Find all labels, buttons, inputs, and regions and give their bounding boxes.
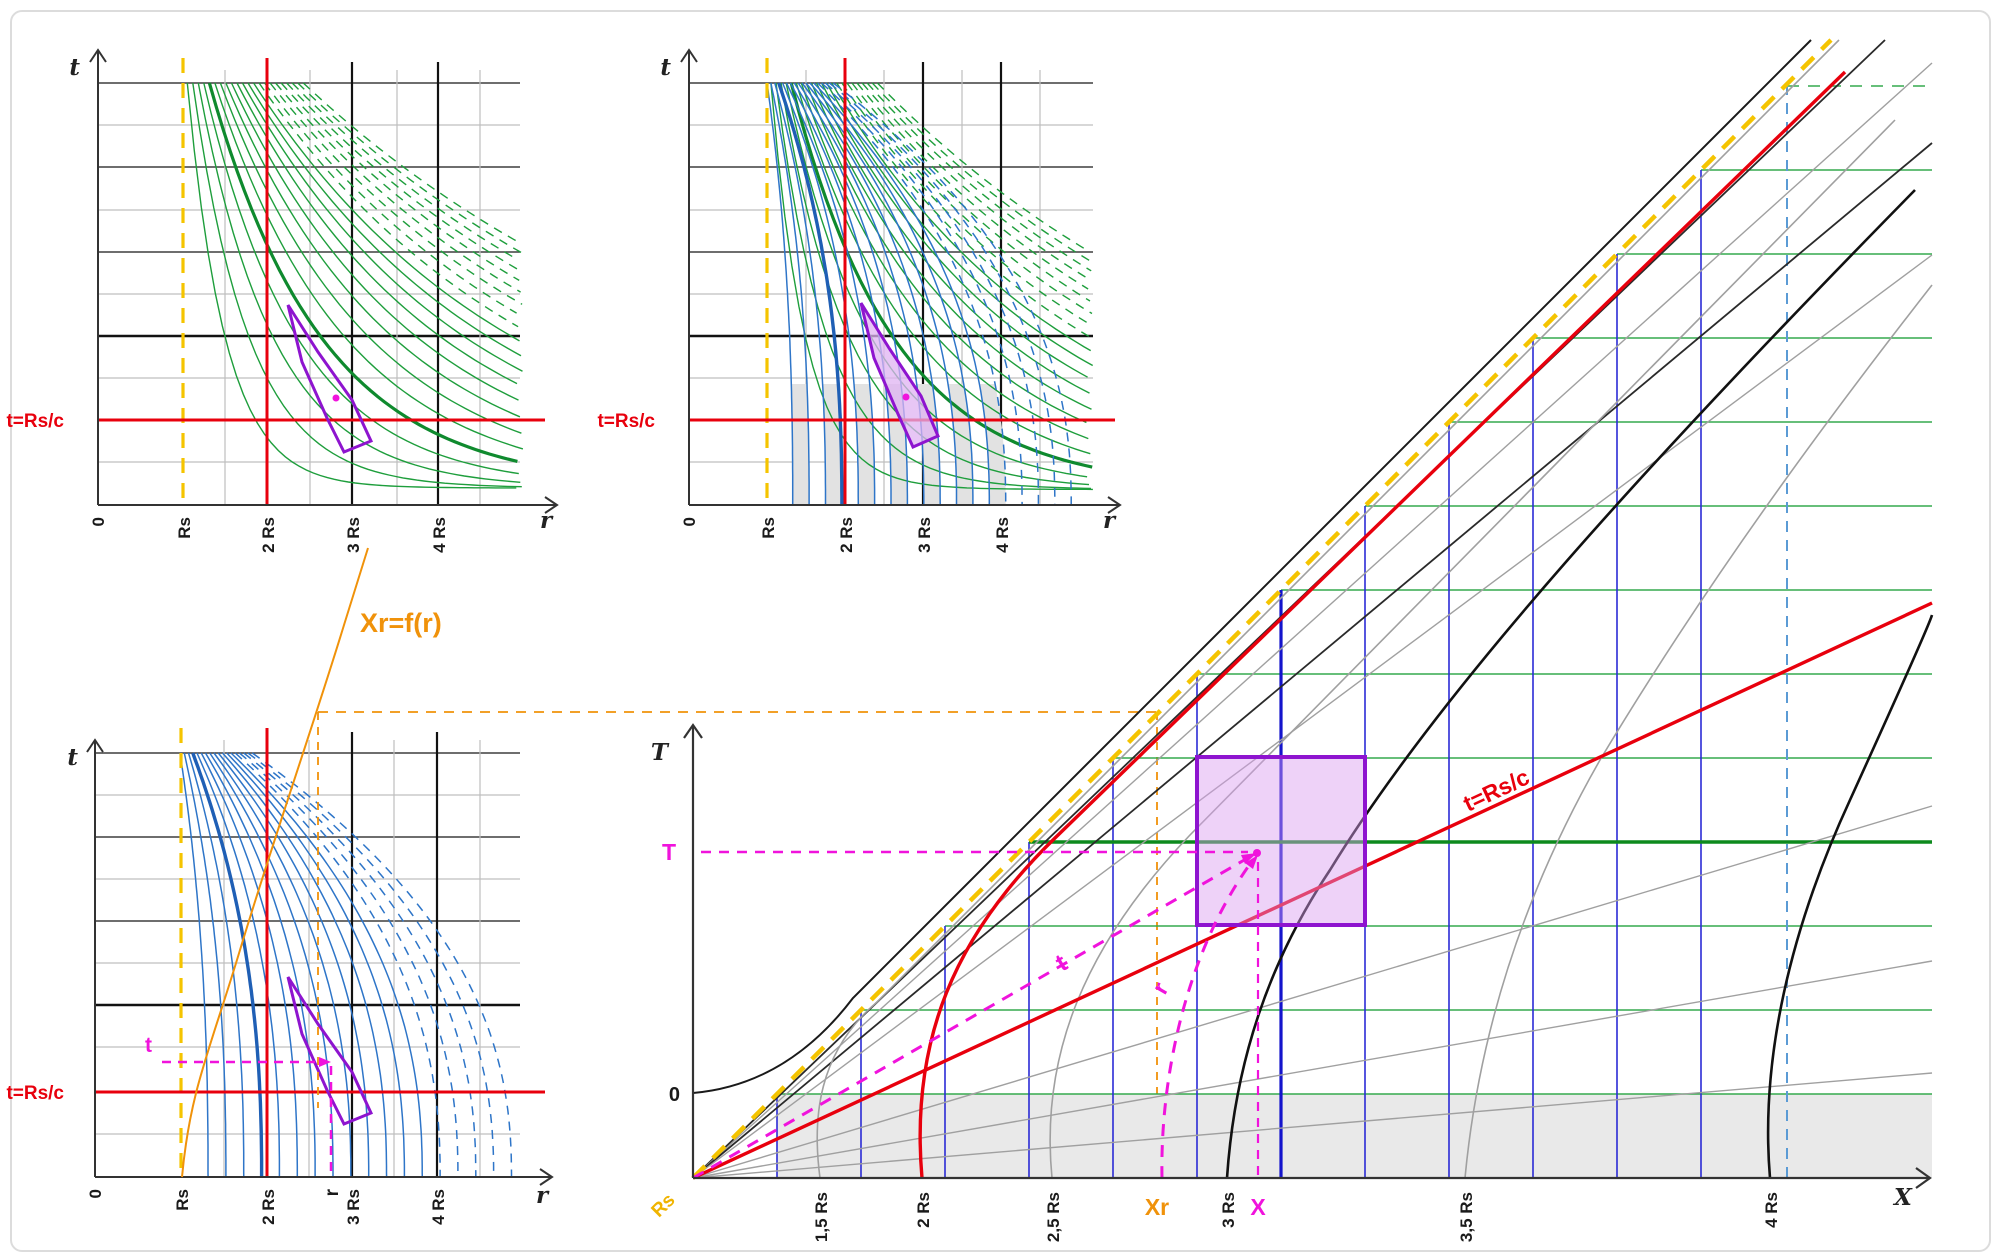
label-4rs: 4 Rs	[1762, 1192, 1781, 1228]
xr-function-curve	[181, 547, 369, 1178]
t-dashed-ray	[692, 857, 1247, 1180]
r-2rs-curve	[918, 70, 1847, 1179]
r-35rs-curve	[1464, 284, 1933, 1179]
purple-cell-outline	[286, 976, 374, 1126]
r-axis-label: r	[1103, 507, 1117, 534]
axes	[89, 48, 559, 514]
blue-geodesic-family	[179, 752, 513, 1178]
label-2rs: 2 Rs	[914, 1192, 933, 1228]
grid-verticals	[224, 62, 481, 505]
gray-interval-stripes	[791, 384, 1006, 505]
Xr-mark-label: Xr	[1145, 1194, 1169, 1220]
t-arrowhead	[1241, 853, 1257, 864]
t-rs-c-label: t=Rs/c	[1459, 763, 1533, 816]
horizon-line	[691, 38, 1833, 1180]
r-15rs-curve	[816, 39, 1840, 1179]
t-axis-label: t	[660, 54, 671, 81]
tick-0: 0	[86, 1189, 105, 1198]
label-15rs: 1,5 Rs	[812, 1192, 831, 1242]
axes	[86, 738, 554, 1186]
origin-rs-label: Rs	[648, 1190, 680, 1222]
X-axis-label: X	[1892, 1184, 1913, 1211]
event-dot	[332, 394, 340, 402]
x-tick-labels: 0 Rs 2 Rs 3 Rs 4 Rs	[89, 517, 449, 553]
tick-rs: Rs	[759, 517, 778, 539]
label-3rs: 3 Rs	[1219, 1192, 1238, 1228]
t-arrowhead	[319, 1057, 331, 1067]
t-axis-label: t	[69, 54, 80, 81]
r-mark-label: r	[322, 1188, 343, 1196]
T-axis-label: T	[651, 739, 670, 766]
axes	[680, 48, 1122, 514]
t-mark-label: t	[1051, 949, 1073, 978]
axes	[683, 723, 1932, 1189]
r-axis-label: r	[536, 1182, 550, 1209]
tick-3rs: 3 Rs	[344, 517, 363, 553]
X-mark-label: X	[1250, 1194, 1266, 1220]
tick-2rs: 2 Rs	[259, 1189, 278, 1225]
xr-function-label: Xr=f(r)	[360, 608, 442, 638]
xr-transfer-construction: Xr=f(r)	[181, 547, 1158, 1178]
tick-4rs: 4 Rs	[430, 517, 449, 553]
x-tick-labels: 0 Rs 2 Rs r 3 Rs 4 Rs	[86, 1188, 448, 1225]
r-mark-label: r	[1147, 978, 1174, 999]
tick-3rs: 3 Rs	[344, 1189, 363, 1225]
T-mark-label: T	[662, 839, 676, 865]
tick-3rs: 3 Rs	[915, 517, 934, 553]
blue-geodesic-family	[766, 82, 1072, 505]
purple-cell-outline	[286, 304, 374, 454]
tick-0: 0	[680, 517, 699, 526]
tick-2rs: 2 Rs	[259, 517, 278, 553]
negative-time-shading	[777, 1094, 1932, 1178]
t-mark-label: t	[145, 1034, 152, 1057]
purple-event-cell	[1195, 755, 1367, 927]
x-tick-labels: 0 Rs 2 Rs 3 Rs 4 Rs	[680, 517, 1012, 553]
t-rs-c-line	[692, 601, 1933, 1180]
main-panel: T X 0 Rs T t=Rs/c t r 1,5 Rs 2 Rs 2,5 Rs…	[648, 38, 1934, 1242]
r-4rs-curve	[1766, 614, 1934, 1179]
tick-2rs: 2 Rs	[837, 517, 856, 553]
t-rs-c-label: t=Rs/c	[597, 411, 655, 432]
label-25rs: 2,5 Rs	[1044, 1192, 1063, 1242]
grid-verticals	[223, 732, 481, 1177]
green-geodesic-family	[186, 82, 524, 489]
panel-bottom-left: t r t=Rs/c t 0 Rs 2 Rs r 3 Rs 4 Rs	[6, 728, 554, 1225]
tick-0: 0	[89, 517, 108, 526]
r-25rs-curve	[1049, 119, 1896, 1179]
label-35rs: 3,5 Rs	[1457, 1192, 1476, 1242]
event-dot	[902, 393, 910, 401]
panel-top-right: t r t=Rs/c 0 Rs 2 Rs 3 Rs 4 Rs	[597, 48, 1122, 553]
r-inner-curve	[692, 39, 1812, 1094]
r-arrowhead	[1245, 855, 1258, 869]
tick-4rs: 4 Rs	[429, 1189, 448, 1225]
green-T-gridlines	[777, 85, 1932, 1095]
t-rs-c-label: t=Rs/c	[6, 411, 64, 432]
event-dot	[1253, 849, 1261, 857]
magenta-event-marks	[692, 849, 1261, 1180]
panel-top-left: t r t=Rs/c 0 Rs 2 Rs 3 Rs 4 Rs	[6, 48, 559, 553]
grid-horizontals	[95, 752, 520, 1135]
x-curve-labels: 1,5 Rs 2 Rs 2,5 Rs Xr 3 Rs X 3,5 Rs 4 Rs	[812, 1192, 1781, 1242]
magenta-event-marks	[162, 1057, 333, 1177]
tick-rs: Rs	[175, 517, 194, 539]
tick-rs: Rs	[173, 1189, 192, 1211]
t-constant-lines	[692, 39, 1933, 1179]
grid-horizontals	[98, 82, 520, 463]
tick-4rs: 4 Rs	[993, 517, 1012, 553]
r-axis-label: r	[540, 507, 554, 534]
r-constant-curves	[692, 39, 1934, 1179]
r-3rs-curve	[1225, 189, 1916, 1179]
zero-label: 0	[669, 1084, 680, 1106]
purple-cell-filled	[859, 302, 940, 449]
t-rs-c-label: t=Rs/c	[6, 1083, 64, 1104]
page-border	[10, 10, 1991, 1252]
t-axis-label: t	[67, 744, 78, 771]
